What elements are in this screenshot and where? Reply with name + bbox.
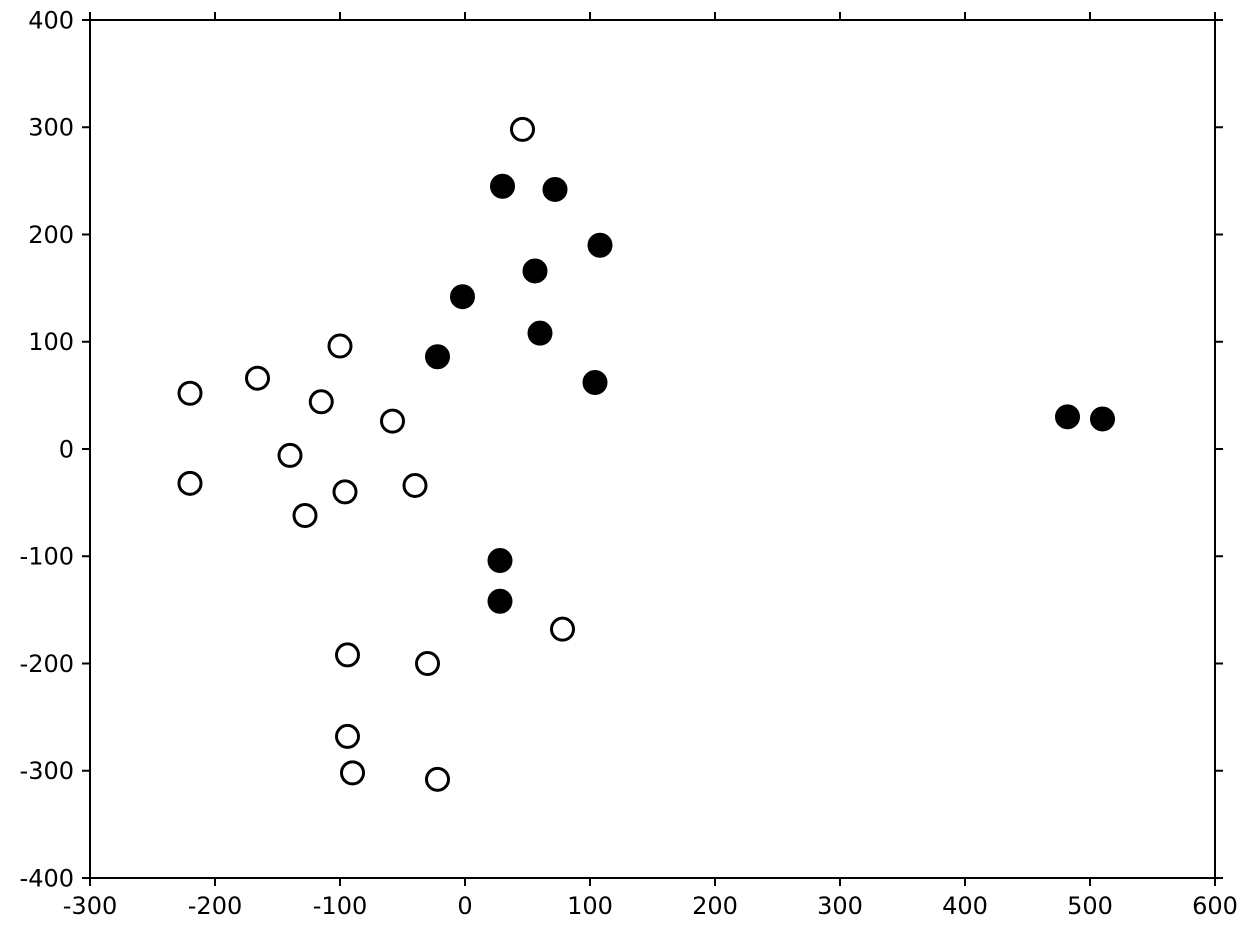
y-tick-label: -400 (20, 864, 74, 892)
x-tick-label: -200 (188, 892, 242, 920)
x-tick-label: -100 (313, 892, 367, 920)
point-open-circles (342, 762, 364, 784)
x-tick-label: 300 (817, 892, 863, 920)
point-filled-circles (589, 234, 611, 256)
y-tick-label: -300 (20, 757, 74, 785)
point-filled-circles (1092, 408, 1114, 430)
point-open-circles (512, 118, 534, 140)
point-open-circles (417, 653, 439, 675)
x-tick-label: 200 (692, 892, 738, 920)
point-open-circles (334, 481, 356, 503)
scatter-chart: -300-200-1000100200300400500600-400-300-… (0, 0, 1240, 932)
y-tick-label: 200 (28, 221, 74, 249)
point-open-circles (179, 382, 201, 404)
x-tick-label: 100 (567, 892, 613, 920)
point-open-circles (179, 472, 201, 494)
chart-svg: -300-200-1000100200300400500600-400-300-… (0, 0, 1240, 932)
point-filled-circles (489, 590, 511, 612)
point-open-circles (552, 618, 574, 640)
point-open-circles (427, 768, 449, 790)
y-tick-label: -200 (20, 650, 74, 678)
point-open-circles (294, 504, 316, 526)
x-tick-label: 600 (1192, 892, 1238, 920)
x-tick-label: 400 (942, 892, 988, 920)
x-tick-label: 500 (1067, 892, 1113, 920)
point-open-circles (382, 410, 404, 432)
point-filled-circles (452, 286, 474, 308)
point-filled-circles (584, 372, 606, 394)
point-open-circles (279, 444, 301, 466)
point-filled-circles (489, 550, 511, 572)
point-open-circles (337, 725, 359, 747)
y-tick-label: 300 (28, 114, 74, 142)
x-tick-label: -300 (63, 892, 117, 920)
point-open-circles (310, 391, 332, 413)
x-tick-label: 0 (457, 892, 472, 920)
y-tick-label: -100 (20, 543, 74, 571)
point-filled-circles (524, 260, 546, 282)
point-filled-circles (544, 178, 566, 200)
y-tick-label: 400 (28, 6, 74, 34)
y-tick-label: 0 (59, 435, 74, 463)
y-tick-label: 100 (28, 328, 74, 356)
point-filled-circles (492, 175, 514, 197)
point-filled-circles (427, 346, 449, 368)
point-filled-circles (529, 322, 551, 344)
point-open-circles (329, 335, 351, 357)
point-open-circles (404, 474, 426, 496)
point-filled-circles (1057, 406, 1079, 428)
point-open-circles (247, 367, 269, 389)
point-open-circles (337, 644, 359, 666)
chart-background (0, 0, 1240, 932)
